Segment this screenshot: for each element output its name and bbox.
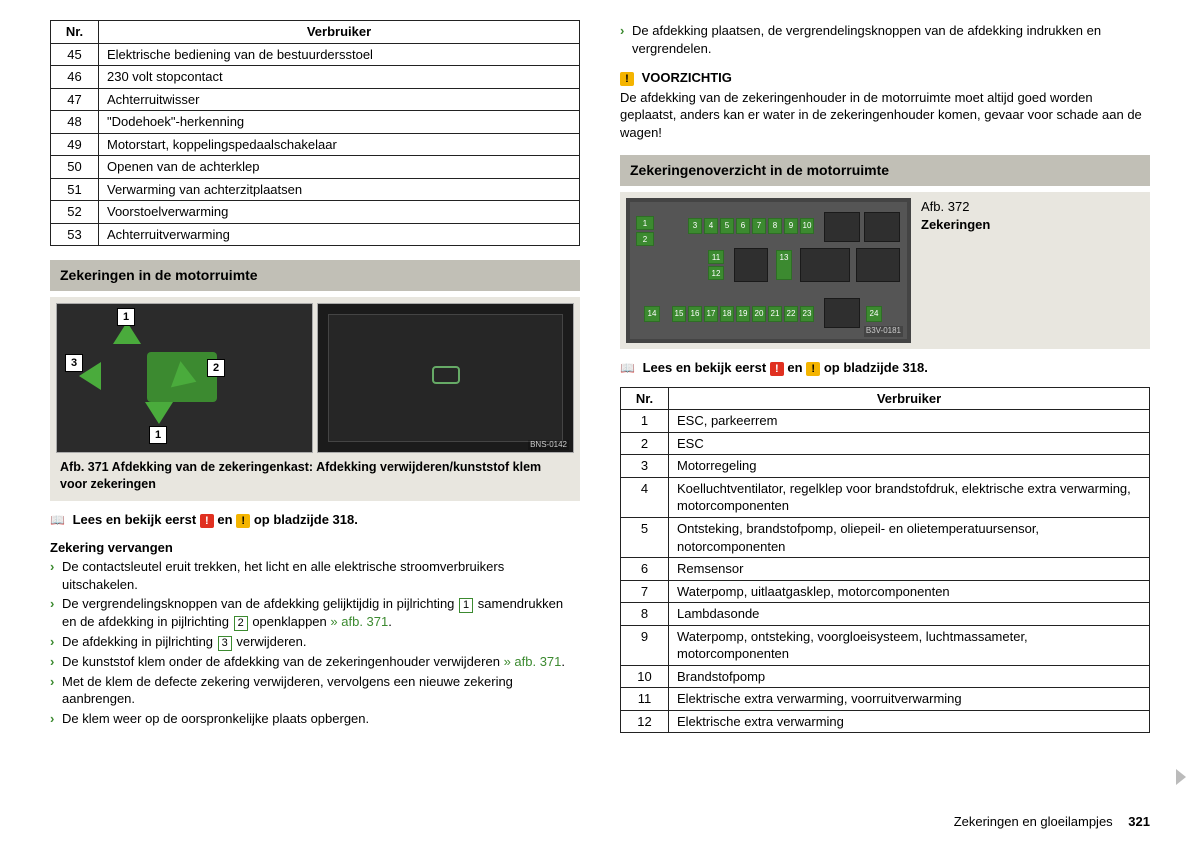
table-row: 50Openen van de achterklep [51,156,580,179]
table-row: 7Waterpomp, uitlaatgasklep, motorcompone… [621,580,1150,603]
step-place-cover: De afdekking plaatsen, de vergrendelings… [620,22,1150,57]
inline-box-1: 1 [459,598,473,613]
figure-code-bns: BNS-0142 [528,440,569,451]
th-cons: Verbruiker [99,21,580,44]
replace-fuse-heading: Zekering vervangen [50,539,580,557]
step-4: De kunststof klem onder de afdekking van… [50,653,580,671]
caution-text: De afdekking van de zekeringenhouder in … [620,89,1150,142]
read-first-line-2: Lees en bekijk eerst ! en ! op bladzijde… [620,359,1150,377]
table-row: 9Waterpomp, ontsteking, voorgloeisysteem… [621,625,1150,665]
warn-red-icon-2: ! [770,362,784,376]
figure-371-caption: Afb. 371 Afdekking van de zekeringenkast… [56,453,574,495]
ref-afb371-b: » afb. 371 [504,654,562,669]
th2-nr: Nr. [621,387,669,410]
table-row: 52Voorstoelverwarming [51,201,580,224]
left-column: Nr. Verbruiker 45Elektrische bediening v… [50,20,580,733]
th-nr: Nr. [51,21,99,44]
table-row: 2ESC [621,432,1150,455]
figure-372: 1 2 3 4 5 6 7 8 9 10 11 12 13 [620,192,1150,349]
th2-cons: Verbruiker [669,387,1150,410]
warn-yellow-icon: ! [236,514,250,528]
section-title-engine-fuses: Zekeringen in de motorruimte [50,260,580,291]
fuse-box-diagram: 1 2 3 4 5 6 7 8 9 10 11 12 13 [626,198,911,343]
figure-371-right-image: BNS-0142 [317,303,574,453]
book-icon-2 [620,360,639,375]
table-row: 1ESC, parkeerrem [621,410,1150,433]
step-3: De afdekking in pijlrichting 3 verwijder… [50,633,580,651]
caution-heading: ! VOORZICHTIG [620,69,1150,87]
table-row: 5Ontsteking, brandstofpomp, oliepeil- en… [621,518,1150,558]
right-column: De afdekking plaatsen, de vergrendelings… [620,20,1150,733]
warn-yellow-icon-2: ! [806,362,820,376]
inline-box-2: 2 [234,616,248,631]
callout-1a: 1 [117,308,135,326]
table-row: 49Motorstart, koppelingspedaalschakelaar [51,133,580,156]
step-6: De klem weer op de oorspronkelijke plaat… [50,710,580,728]
figure-372-label: Afb. 372 Zekeringen [921,198,990,343]
section-title-fuse-overview: Zekeringenoverzicht in de motorruimte [620,155,1150,186]
table-row: 45Elektrische bediening van de bestuurde… [51,43,580,66]
step-1: De contactsleutel eruit trekken, het lic… [50,558,580,593]
step-2: De vergrendelingsknoppen van de afdekkin… [50,595,580,631]
caution-icon: ! [620,72,634,86]
step-5: Met de klem de defecte zekering verwijde… [50,673,580,708]
figure-371: 1 3 2 1 BNS-0142 Afb. 371 Afdekking van … [50,297,580,501]
fuse-table-1: Nr. Verbruiker 45Elektrische bediening v… [50,20,580,246]
page-footer: Zekeringen en gloeilampjes 321 [954,813,1150,831]
warn-red-icon: ! [200,514,214,528]
figure-371-left-image: 1 3 2 1 [56,303,313,453]
callout-1b: 1 [149,426,167,444]
table-row: 53Achterruitverwarming [51,223,580,246]
continue-arrow-icon [1176,769,1186,785]
table-row: 8Lambdasonde [621,603,1150,626]
table-row: 6Remsensor [621,558,1150,581]
callout-3: 3 [65,354,83,372]
ref-afb371-a: » afb. 371 [330,614,388,629]
table-row: 4Koelluchtventilator, regelklep voor bra… [621,477,1150,517]
table-row: 10Brandstofpomp [621,665,1150,688]
table-row: 47Achterruitwisser [51,88,580,111]
read-first-line-1: Lees en bekijk eerst ! en ! op bladzijde… [50,511,580,529]
figure-code-b3v: B3V-0181 [864,326,903,337]
table-row: 51Verwarming van achterzitplaatsen [51,178,580,201]
table-row: 3Motorregeling [621,455,1150,478]
book-icon [50,512,69,527]
table-row: 11Elektrische extra verwarming, voorruit… [621,688,1150,711]
fuse-table-2: Nr. Verbruiker 1ESC, parkeerrem2ESC3Moto… [620,387,1150,734]
table-row: 46230 volt stopcontact [51,66,580,89]
table-row: 48"Dodehoek"-herkenning [51,111,580,134]
inline-box-3: 3 [218,636,232,651]
callout-2: 2 [207,359,225,377]
table-row: 12Elektrische extra verwarming [621,710,1150,733]
